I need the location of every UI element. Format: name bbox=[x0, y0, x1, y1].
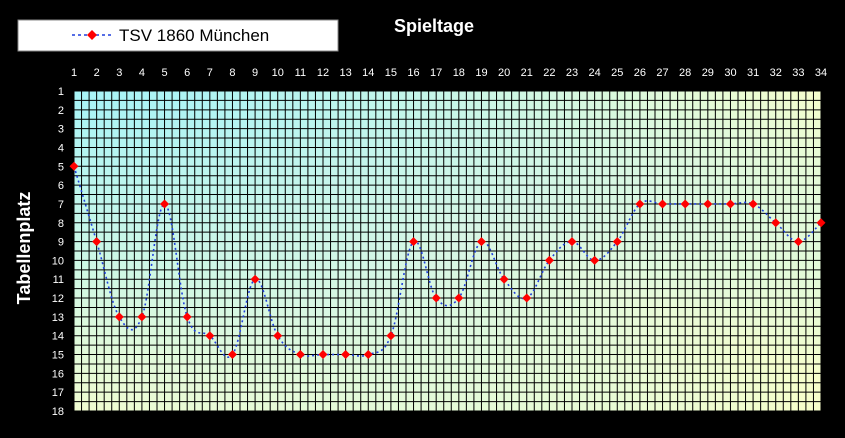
y-tick-label: 15 bbox=[52, 350, 64, 362]
x-tick-label: 14 bbox=[362, 67, 374, 79]
x-tick-label: 10 bbox=[272, 67, 284, 79]
data-point bbox=[612, 237, 622, 247]
data-point bbox=[454, 293, 464, 303]
data-point bbox=[658, 199, 668, 209]
x-tick-label: 31 bbox=[747, 67, 759, 79]
data-point bbox=[205, 331, 215, 341]
x-tick-label: 5 bbox=[161, 67, 167, 79]
data-point bbox=[522, 293, 532, 303]
y-tick-label: 14 bbox=[52, 331, 64, 343]
x-tick-label: 20 bbox=[498, 67, 510, 79]
data-point bbox=[386, 331, 396, 341]
data-point bbox=[793, 237, 803, 247]
y-tick-label: 9 bbox=[58, 237, 64, 249]
x-tick-label: 34 bbox=[815, 67, 827, 79]
x-axis-ticks: 1 2 3 4 5 6 7 8 9 10 11 12 13 14 15 16 17 18 19 20 21 22 23 24 2… bbox=[71, 67, 827, 79]
data-point bbox=[431, 293, 441, 303]
legend-box bbox=[17, 19, 339, 52]
x-tick-label: 6 bbox=[184, 67, 190, 79]
x-tick-label: 19 bbox=[475, 67, 487, 79]
data-point bbox=[69, 161, 79, 171]
y-tick-label: 8 bbox=[58, 218, 64, 230]
x-tick-label: 22 bbox=[543, 67, 555, 79]
y-tick-label: 13 bbox=[52, 312, 64, 324]
series-tsv-1860 bbox=[69, 161, 826, 360]
data-point bbox=[409, 237, 419, 247]
data-point bbox=[363, 350, 373, 360]
y-tick-label: 3 bbox=[58, 124, 64, 136]
y-tick-label: 18 bbox=[52, 406, 64, 418]
y-tick-label: 7 bbox=[58, 199, 64, 211]
x-tick-label: 2 bbox=[94, 67, 100, 79]
x-tick-label: 26 bbox=[634, 67, 646, 79]
data-point bbox=[703, 199, 713, 209]
y-tick-label: 10 bbox=[52, 255, 64, 267]
data-point bbox=[476, 237, 486, 247]
legend-marker bbox=[87, 30, 97, 40]
y-tick-label: 6 bbox=[58, 180, 64, 192]
x-tick-label: 8 bbox=[229, 67, 235, 79]
data-point bbox=[725, 199, 735, 209]
x-tick-label: 24 bbox=[589, 67, 601, 79]
data-point bbox=[137, 312, 147, 322]
x-tick-label: 18 bbox=[453, 67, 465, 79]
data-point bbox=[160, 199, 170, 209]
y-axis-label: Tabellenplatz bbox=[14, 192, 34, 305]
data-point bbox=[295, 350, 305, 360]
x-tick-label: 27 bbox=[656, 67, 668, 79]
x-tick-label: 9 bbox=[252, 67, 258, 79]
x-tick-label: 17 bbox=[430, 67, 442, 79]
y-tick-label: 5 bbox=[58, 161, 64, 173]
data-point bbox=[318, 350, 328, 360]
x-tick-label: 28 bbox=[679, 67, 691, 79]
y-tick-label: 11 bbox=[53, 274, 64, 286]
x-tick-label: 11 bbox=[295, 67, 306, 79]
data-point bbox=[567, 237, 577, 247]
x-tick-label: 32 bbox=[770, 67, 782, 79]
data-point bbox=[590, 255, 600, 265]
x-tick-label: 33 bbox=[792, 67, 804, 79]
data-point bbox=[680, 199, 690, 209]
y-tick-label: 1 bbox=[58, 86, 64, 98]
data-point bbox=[748, 199, 758, 209]
data-point bbox=[341, 350, 351, 360]
y-tick-label: 12 bbox=[52, 293, 64, 305]
grid bbox=[73, 90, 822, 412]
x-tick-label: 7 bbox=[207, 67, 213, 79]
data-point bbox=[182, 312, 192, 322]
legend: TSV 1860 München bbox=[17, 19, 339, 52]
data-point bbox=[499, 274, 509, 284]
x-tick-label: 15 bbox=[385, 67, 397, 79]
data-point bbox=[273, 331, 283, 341]
legend-label: TSV 1860 München bbox=[119, 26, 269, 45]
series-line bbox=[73, 166, 822, 358]
data-point bbox=[771, 218, 781, 228]
x-tick-label: 1 bbox=[71, 67, 77, 79]
y-tick-label: 4 bbox=[58, 142, 64, 154]
x-tick-label: 3 bbox=[116, 67, 122, 79]
x-tick-label: 13 bbox=[340, 67, 352, 79]
x-tick-label: 29 bbox=[702, 67, 714, 79]
data-point bbox=[544, 255, 554, 265]
data-point bbox=[92, 237, 102, 247]
chart-title: Spieltage bbox=[394, 16, 474, 36]
x-tick-label: 4 bbox=[139, 67, 145, 79]
x-tick-label: 12 bbox=[317, 67, 329, 79]
x-tick-label: 25 bbox=[611, 67, 623, 79]
x-tick-label: 16 bbox=[407, 67, 419, 79]
y-tick-label: 16 bbox=[52, 368, 64, 380]
x-tick-label: 21 bbox=[521, 67, 533, 79]
x-tick-label: 30 bbox=[724, 67, 736, 79]
x-tick-label: 23 bbox=[566, 67, 578, 79]
data-point bbox=[816, 218, 826, 228]
y-tick-label: 2 bbox=[58, 105, 64, 117]
data-point bbox=[227, 350, 237, 360]
data-point bbox=[114, 312, 124, 322]
data-point bbox=[635, 199, 645, 209]
data-point bbox=[250, 274, 260, 284]
y-tick-label: 17 bbox=[52, 387, 64, 399]
